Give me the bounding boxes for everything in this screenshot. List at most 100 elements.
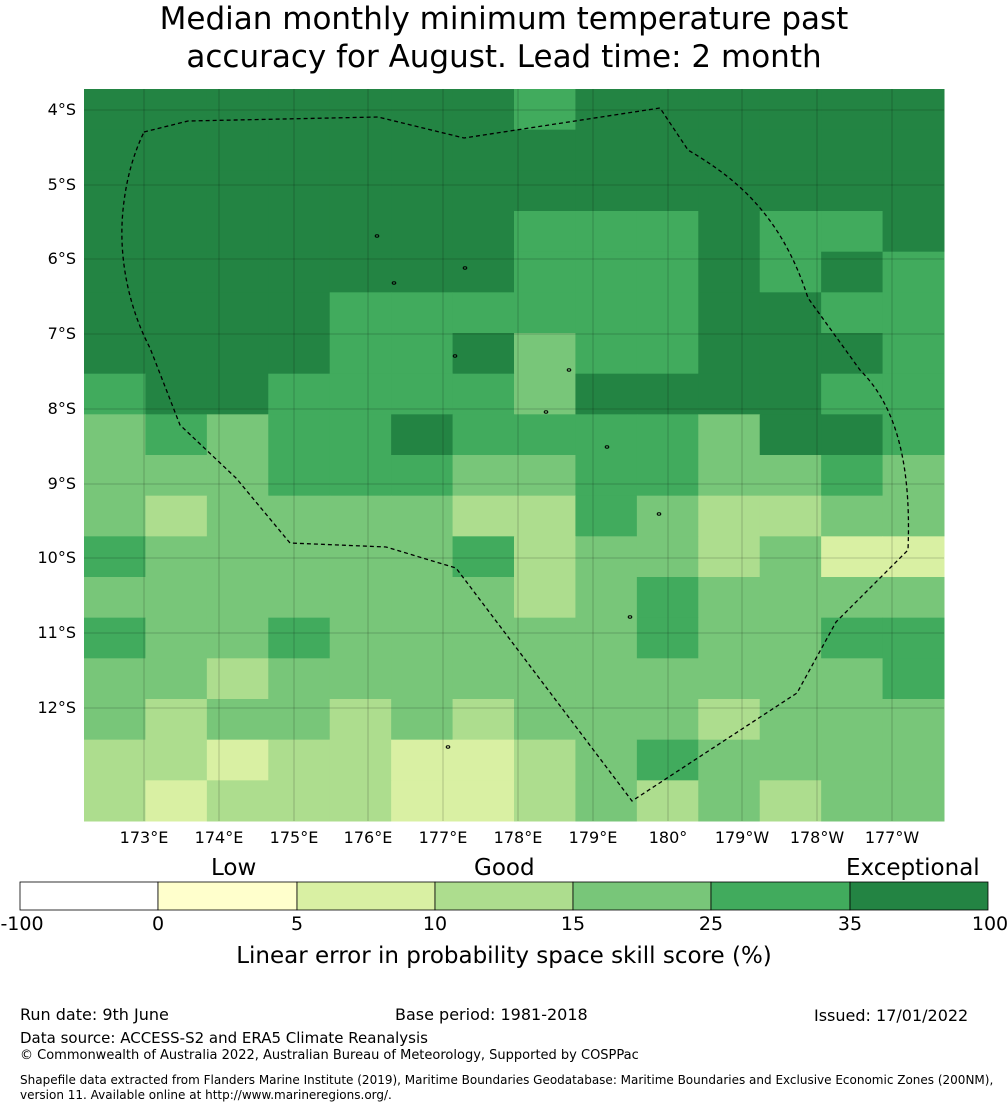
grid-cell: [145, 89, 208, 131]
grid-cell: [145, 577, 208, 619]
grid-cell: [145, 251, 208, 293]
grid-cell: [821, 333, 884, 375]
grid-cell: [575, 780, 638, 822]
grid-cell: [759, 536, 822, 578]
grid-cell: [514, 577, 576, 619]
grid-cell: [268, 536, 331, 578]
grid-cell: [698, 129, 761, 171]
grid-cell: [636, 536, 699, 578]
grid-cell: [268, 658, 331, 700]
grid-cell: [391, 292, 454, 334]
grid-cell: [145, 211, 208, 253]
grid-cell: [452, 292, 515, 334]
grid-cell: [636, 780, 699, 822]
grid-cell: [759, 495, 822, 537]
grid-cell: [759, 333, 822, 375]
grid-cell: [575, 658, 638, 700]
grid-cell: [84, 739, 146, 781]
longitude-label: 174°E: [194, 828, 244, 847]
longitude-label: 178°W: [789, 828, 845, 847]
grid-cell: [145, 414, 208, 456]
grid-cell: [391, 129, 454, 171]
grid-cell: [514, 495, 576, 537]
grid-cell: [84, 780, 146, 822]
grid-cell: [452, 495, 515, 537]
grid-cell: [145, 699, 208, 741]
latitude-label: 5°S: [47, 175, 76, 194]
grid-cell: [698, 495, 761, 537]
grid-cell: [698, 373, 761, 415]
grid-cell: [145, 292, 208, 334]
grid-cell: [268, 292, 331, 334]
grid-cell: [391, 211, 454, 253]
grid-cell: [514, 373, 576, 415]
grid-cell: [514, 617, 576, 659]
grid-cell: [575, 455, 638, 497]
grid-cell: [759, 739, 822, 781]
colorbar-tick-label: 0: [151, 913, 165, 935]
grid-cell: [514, 739, 576, 781]
grid-cell: [759, 170, 822, 212]
grid-cell: [84, 617, 146, 659]
grid-cell: [821, 495, 884, 537]
grid-cell: [698, 739, 761, 781]
colorbar-segment: [710, 881, 851, 911]
grid-cell: [206, 577, 269, 619]
grid-cell: [698, 414, 761, 456]
grid-cell: [329, 536, 392, 578]
grid-cell: [391, 536, 454, 578]
grid-cell: [84, 495, 146, 537]
grid-cell: [882, 577, 945, 619]
grid-cell: [514, 251, 576, 293]
grid-cell: [575, 89, 638, 131]
grid-cell: [452, 333, 515, 375]
grid-cell: [575, 333, 638, 375]
grid-cell: [206, 699, 269, 741]
grid-cell: [575, 739, 638, 781]
grid-cell: [145, 129, 208, 171]
grid-cell: [145, 333, 208, 375]
grid-cell: [514, 658, 576, 700]
grid-cell: [145, 373, 208, 415]
grid-cell: [821, 536, 884, 578]
grid-cell: [206, 211, 269, 253]
grid-cell: [882, 373, 945, 415]
grid-cell: [329, 89, 392, 131]
grid-cell: [452, 455, 515, 497]
island-outline: [604, 445, 610, 449]
grid-cell: [206, 617, 269, 659]
longitude-label: 175°E: [269, 828, 319, 847]
grid-cell: [452, 211, 515, 253]
colorbar-tick-label: -100: [0, 913, 44, 935]
grid-cell: [698, 617, 761, 659]
grid-cell: [268, 251, 331, 293]
grid-cell: [698, 170, 761, 212]
grid-cell: [206, 658, 269, 700]
grid-cell: [882, 658, 945, 700]
grid-cell: [268, 414, 331, 456]
grid-cell: [84, 333, 146, 375]
grid-cell: [145, 739, 208, 781]
grid-cell: [329, 129, 392, 171]
grid-cell: [391, 617, 454, 659]
grid-cell: [268, 170, 331, 212]
grid-cell: [882, 617, 945, 659]
longitude-label: 173°E: [119, 828, 169, 847]
grid-cell: [329, 211, 392, 253]
grid-cell: [268, 577, 331, 619]
grid-cell: [329, 617, 392, 659]
grid-cell: [759, 617, 822, 659]
grid-cell: [391, 780, 454, 822]
grid-cell: [821, 211, 884, 253]
grid-cell: [268, 495, 331, 537]
longitude-label: 176°E: [343, 828, 393, 847]
grid-cell: [698, 536, 761, 578]
grid-cell: [698, 292, 761, 334]
grid-cell: [575, 536, 638, 578]
grid-cell: [882, 89, 945, 131]
grid-cell: [329, 577, 392, 619]
grid-cell: [206, 170, 269, 212]
grid-cell: [882, 333, 945, 375]
grid-cell: [575, 170, 638, 212]
